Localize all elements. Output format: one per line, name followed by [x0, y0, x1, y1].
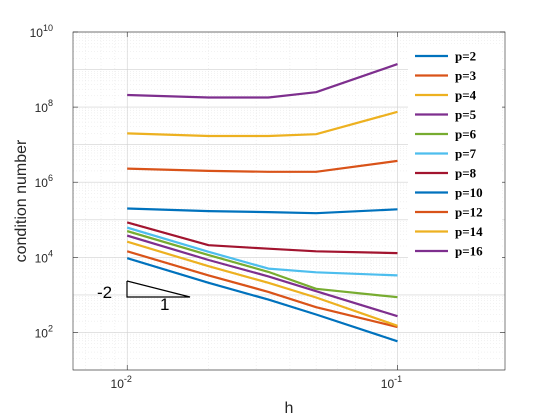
legend-label: p=5	[455, 107, 477, 122]
y-tick-label: 108	[35, 98, 53, 115]
legend-label: p=6	[455, 127, 477, 142]
legend-label: p=8	[455, 166, 477, 181]
y-tick-label: 1010	[30, 23, 53, 40]
legend-label: p=12	[455, 205, 483, 220]
y-tick-exponent: 2	[48, 323, 53, 333]
series-line-p-3	[126, 250, 398, 329]
series-line-p-6	[126, 230, 398, 299]
legend: p=2 p=3 p=4 p=5 p=6 p=7 p=8 p=10 p=12 p=14 p=16	[408, 44, 502, 266]
y-tick-base: 10	[30, 26, 44, 40]
y-tick-base: 10	[35, 101, 49, 115]
y-tick-base: 10	[35, 326, 49, 340]
legend-box	[408, 44, 502, 266]
slope-triangle	[126, 280, 191, 298]
y-tick-exponent: 8	[48, 98, 53, 108]
axes-box	[72, 31, 506, 371]
series-lines	[126, 63, 398, 343]
y-tick-label: 104	[35, 248, 53, 265]
x-tick-label: 10-2	[111, 374, 132, 391]
x-tick-base: 10	[111, 377, 125, 391]
y-tick-base: 10	[35, 251, 49, 265]
series-line-p-14	[127, 110, 398, 138]
slope-label: -2	[97, 283, 112, 302]
series-line-p-2	[126, 257, 398, 343]
legend-label: p=4	[455, 88, 477, 103]
legend-label: p=3	[455, 68, 477, 83]
series-line-p-10	[127, 207, 398, 215]
legend-label: p=7	[455, 146, 477, 161]
x-tick-exponent: -1	[394, 374, 402, 384]
x-axis-label: h	[285, 400, 294, 417]
x-tick-exponent: -2	[124, 374, 132, 384]
slope-triangle-annotation: -2 1	[97, 280, 191, 314]
x-tick-base: 10	[381, 377, 395, 391]
series-line-p-12	[127, 159, 398, 173]
legend-label: p=14	[455, 224, 483, 239]
run-label: 1	[160, 295, 169, 314]
y-tick-label: 102	[35, 323, 53, 340]
legend-label: p=10	[455, 185, 483, 200]
series-line-p-16	[127, 63, 398, 99]
x-tick-label: 10-1	[381, 374, 402, 391]
y-tick-label: 106	[35, 173, 53, 190]
series-line-p-7	[126, 226, 398, 277]
y-axis-label: condition number	[13, 139, 30, 262]
legend-label: p=2	[455, 49, 476, 64]
series-line-p-8	[126, 221, 398, 255]
series-line-p-4	[126, 240, 398, 327]
y-tick-exponent: 6	[48, 173, 53, 183]
series-line-p-5	[126, 234, 398, 318]
y-tick-exponent: 10	[43, 23, 53, 33]
y-tick-exponent: 4	[48, 248, 53, 258]
legend-label: p=16	[455, 244, 483, 259]
y-tick-base: 10	[35, 176, 49, 190]
